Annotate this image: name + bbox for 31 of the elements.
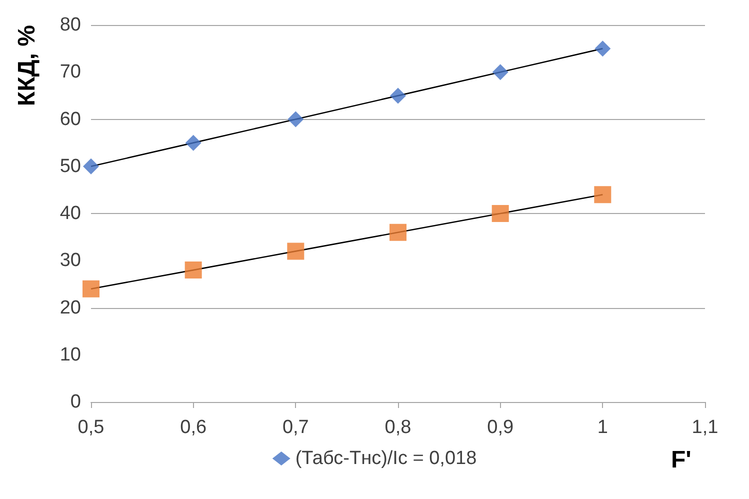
x-tick-label: 1,1 — [692, 417, 718, 438]
x-tick-label: 0,7 — [282, 417, 309, 438]
point — [185, 134, 202, 151]
point — [492, 205, 509, 222]
y-tick-label: 20 — [60, 297, 81, 318]
y-tick-label: 60 — [60, 108, 81, 130]
y-tick-label: 40 — [60, 203, 81, 224]
point — [287, 242, 304, 260]
x-tick-label: 0,6 — [180, 417, 207, 438]
point — [594, 186, 612, 204]
y-axis-title: ККД, % — [14, 25, 40, 106]
point — [82, 280, 100, 298]
point — [594, 40, 611, 57]
point — [288, 111, 304, 128]
point — [83, 158, 99, 174]
x-axis-title: F' — [671, 446, 692, 474]
point — [390, 88, 406, 104]
x-tick-label: 0,9 — [487, 417, 514, 438]
y-tick-label: 80 — [60, 14, 81, 36]
y-tick-label: 50 — [60, 156, 81, 177]
legend-label: (Табс-Тнс)/Ic = 0,018 — [295, 448, 477, 469]
x-tick-label: 0,8 — [384, 417, 412, 438]
point — [492, 64, 508, 80]
x-tick-label: 1 — [597, 417, 608, 438]
y-tick-label: 10 — [60, 344, 81, 366]
y-tick-label: 70 — [60, 62, 81, 83]
y-tick-label: 0 — [70, 392, 81, 412]
x-tick-label: 0,5 — [78, 417, 104, 438]
point — [390, 224, 406, 241]
point — [184, 262, 202, 279]
y-tick-label: 30 — [60, 250, 81, 272]
